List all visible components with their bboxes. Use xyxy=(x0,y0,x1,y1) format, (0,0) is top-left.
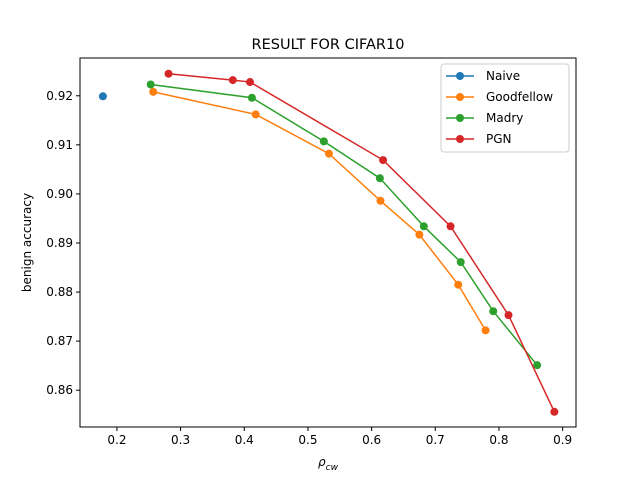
data-point-goodfellow xyxy=(324,149,333,158)
x-tick-label: 0.3 xyxy=(171,433,190,447)
data-point-madry xyxy=(375,174,384,183)
x-axis-label-subscript: cw xyxy=(326,463,339,473)
data-point-pgn xyxy=(550,407,559,416)
data-point-goodfellow xyxy=(149,87,158,96)
y-tick-label: 0.90 xyxy=(46,187,73,201)
legend: Naive Goodfellow Madry PGN xyxy=(440,63,570,153)
series-line-madry xyxy=(150,83,538,366)
legend-items: Naive Goodfellow Madry PGN xyxy=(446,69,553,146)
legend-marker-naive xyxy=(456,72,464,80)
y-tick-label: 0.91 xyxy=(46,138,73,152)
x-axis-label-base: ρ xyxy=(318,455,326,469)
data-point-pgn xyxy=(246,78,255,87)
data-point-goodfellow xyxy=(454,280,463,289)
data-point-madry xyxy=(533,361,542,370)
data-point-naive xyxy=(98,92,107,101)
legend-marker-pgn xyxy=(456,135,464,143)
data-point-madry xyxy=(247,93,256,102)
y-axis-label: benign accuracy xyxy=(20,193,34,292)
legend-label-madry: Madry xyxy=(486,111,523,125)
legend-label-goodfellow: Goodfellow xyxy=(486,90,553,104)
plot-area xyxy=(98,69,559,416)
legend-frame xyxy=(440,63,570,153)
y-axis: 0.86 0.87 0.88 0.89 0.90 0.91 0.92 xyxy=(46,89,80,397)
data-point-madry xyxy=(489,307,498,316)
x-tick-label: 0.7 xyxy=(426,433,445,447)
x-tick-label: 0.9 xyxy=(553,433,572,447)
x-axis: 0.2 0.3 0.4 0.5 0.6 0.7 0.8 0.9 xyxy=(107,427,572,447)
x-tick-label: 0.8 xyxy=(489,433,508,447)
y-tick-label: 0.92 xyxy=(46,89,73,103)
data-point-madry xyxy=(319,137,328,146)
data-point-pgn xyxy=(228,76,237,85)
legend-label-naive: Naive xyxy=(486,69,520,83)
y-tick-label: 0.86 xyxy=(46,383,73,397)
data-point-goodfellow xyxy=(415,230,424,239)
data-point-pgn xyxy=(504,311,513,320)
x-tick-label: 0.5 xyxy=(298,433,317,447)
chart-title: RESULT FOR CIFAR10 xyxy=(252,37,405,53)
legend-marker-madry xyxy=(456,114,464,122)
data-point-pgn xyxy=(446,222,455,231)
data-point-goodfellow xyxy=(481,326,490,335)
x-tick-label: 0.2 xyxy=(107,433,126,447)
y-tick-label: 0.89 xyxy=(46,236,73,250)
data-point-madry xyxy=(146,80,155,89)
data-point-pgn xyxy=(164,69,173,78)
x-tick-label: 0.4 xyxy=(235,433,254,447)
y-tick-label: 0.88 xyxy=(46,285,73,299)
legend-label-pgn: PGN xyxy=(486,132,512,146)
y-tick-label: 0.87 xyxy=(46,334,73,348)
data-point-pgn xyxy=(379,156,388,165)
data-point-madry xyxy=(419,222,428,231)
x-tick-label: 0.6 xyxy=(362,433,381,447)
data-point-goodfellow xyxy=(376,196,385,205)
data-point-goodfellow xyxy=(251,110,260,119)
x-axis-label: ρcw xyxy=(318,455,339,473)
data-point-madry xyxy=(456,258,465,267)
legend-marker-goodfellow xyxy=(456,93,464,101)
